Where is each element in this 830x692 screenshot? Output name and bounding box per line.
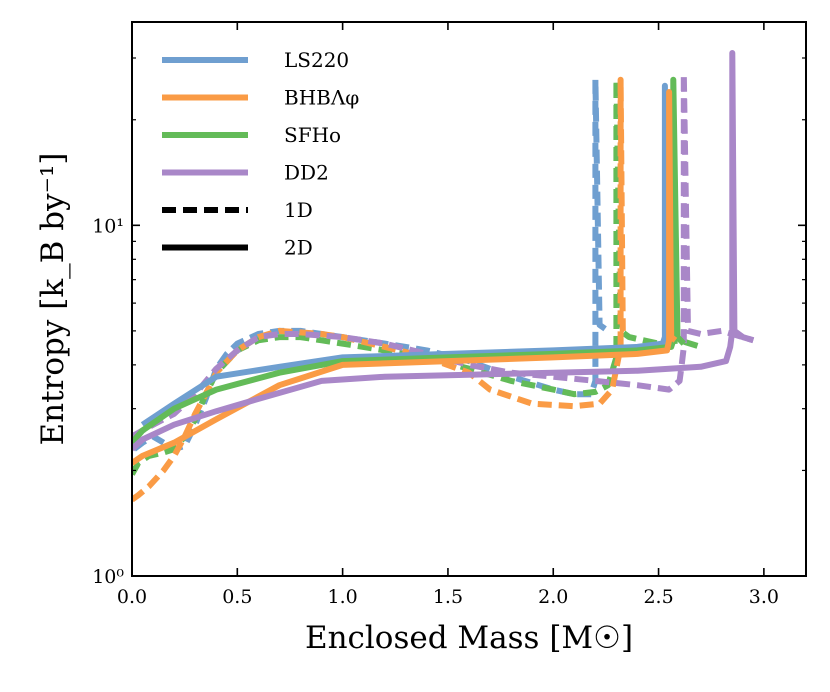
x-tick-label: 2.5 xyxy=(643,586,673,608)
legend-label-bhb: BHBΛφ xyxy=(284,86,359,110)
series-bhb-2d xyxy=(132,89,678,466)
y-tick-label: 10¹ xyxy=(92,215,124,237)
y-tick-label: 10⁰ xyxy=(92,566,124,588)
plot-frame xyxy=(131,21,807,577)
legend-label-1d: 1D xyxy=(284,198,313,222)
x-tick-label: 0.0 xyxy=(117,586,147,608)
x-tick-label: 0.5 xyxy=(222,586,252,608)
legend-label-dd2: DD2 xyxy=(284,161,329,185)
series-ls220-2d xyxy=(140,82,673,428)
legend-label-2d: 2D xyxy=(284,236,313,260)
legend-label-sfho: SFHo xyxy=(284,123,341,147)
ticks-layer: 0.0 0.5 1.0 1.5 2.0 2.5 3.0 10⁰ 10¹ xyxy=(92,22,806,608)
series-layer xyxy=(132,50,755,503)
x-tick-label: 3.0 xyxy=(749,586,779,608)
x-tick-label: 1.5 xyxy=(433,586,463,608)
legend: LS220 BHBΛφ SFHo DD2 1D 2D xyxy=(162,48,359,260)
legend-label-ls220: LS220 xyxy=(284,48,349,72)
y-axis-label: Entropy [k_B by⁻¹] xyxy=(35,152,71,445)
x-tick-label: 1.0 xyxy=(328,586,358,608)
x-tick-label: 2.0 xyxy=(538,586,568,608)
series-dd2-2d xyxy=(132,50,755,452)
series-sfho-2d xyxy=(132,76,686,445)
x-axis-label: Enclosed Mass [M☉] xyxy=(305,620,633,656)
